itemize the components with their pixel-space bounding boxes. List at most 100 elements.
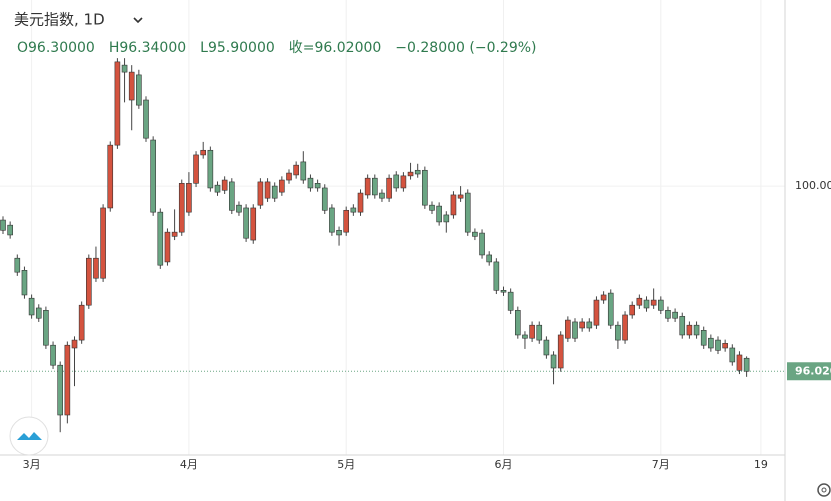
candle-body	[743, 357, 750, 372]
candle-body	[715, 339, 721, 351]
ohlc-value: 收=96.02000	[289, 40, 382, 56]
candle-body	[529, 324, 535, 339]
candle-body	[350, 207, 357, 213]
candle-body	[307, 177, 314, 189]
candle-body	[71, 339, 78, 349]
candle-body	[93, 257, 99, 279]
candle-body	[565, 319, 571, 339]
candle-body	[493, 261, 500, 291]
candle-body	[658, 299, 664, 311]
logo-circle	[9, 416, 49, 456]
candle-body	[114, 61, 121, 146]
candle-body	[157, 211, 164, 266]
candle-body	[314, 183, 321, 189]
candle-body	[522, 334, 528, 339]
candle-body	[414, 169, 421, 175]
chart-title: 美元指数, 1D	[14, 11, 105, 29]
settings-icon[interactable]	[817, 483, 831, 497]
x-tick-label: 5月	[337, 458, 355, 471]
candle-body	[729, 347, 736, 363]
candle-body	[586, 321, 593, 329]
logo-icon	[17, 432, 42, 440]
candle-body	[7, 224, 13, 236]
candle-body	[321, 187, 328, 211]
candle-body	[171, 231, 178, 237]
candle-body	[14, 257, 21, 273]
candle-body	[286, 172, 292, 181]
candle-body	[107, 144, 114, 209]
candle-body	[329, 207, 335, 233]
candle-body	[443, 214, 450, 223]
x-tick-label: 19	[754, 458, 768, 471]
candle-body	[86, 257, 92, 306]
candle-body	[479, 232, 485, 256]
grid	[0, 0, 785, 455]
candle-body	[536, 324, 543, 341]
candle-body	[78, 304, 85, 341]
ohlc-legend: O96.30000 H96.34000 L95.90000 收=96.02000 −0.…	[17, 40, 537, 56]
candle-body	[43, 310, 49, 346]
candle-body	[229, 181, 235, 211]
candle-body	[736, 354, 743, 371]
candle-body	[543, 339, 550, 356]
candle-body	[357, 192, 364, 213]
candle-body	[364, 177, 371, 196]
candle-body	[264, 181, 271, 199]
candle-body	[150, 139, 156, 213]
x-tick-label: 7月	[652, 458, 670, 471]
interval-chevron[interactable]	[133, 17, 143, 24]
candle-body	[21, 270, 28, 296]
candle-body	[708, 337, 714, 349]
candle-body	[407, 171, 414, 177]
candle-body	[693, 324, 700, 336]
candle-body	[686, 324, 693, 336]
gear-center	[821, 487, 827, 493]
candle-body	[143, 99, 149, 139]
candle-body	[343, 209, 350, 233]
candle-body	[615, 324, 621, 341]
candle-body	[629, 304, 636, 316]
x-tick-label: 6月	[495, 458, 513, 471]
candle-body	[600, 294, 607, 301]
candle-body	[64, 344, 71, 416]
candle-body	[279, 179, 285, 193]
last-price-label: 96.020	[795, 364, 831, 377]
candle-body	[28, 297, 35, 316]
candle-body	[50, 344, 56, 366]
candles	[0, 58, 750, 433]
last-price-box	[787, 362, 831, 381]
candle-body	[164, 231, 171, 263]
candle-body	[593, 299, 600, 326]
candle-body	[193, 154, 199, 184]
candle-body	[214, 184, 221, 193]
candle-body	[221, 179, 228, 191]
candle-body	[336, 229, 342, 236]
candle-body	[422, 169, 428, 206]
candle-body	[507, 291, 514, 311]
candle-body	[400, 175, 407, 189]
x-tick-label: 4月	[180, 458, 198, 471]
x-tick-label: 3月	[23, 458, 41, 471]
y-tick-label: 100.00	[795, 179, 831, 192]
candle-body	[300, 161, 307, 181]
candle-body	[379, 192, 385, 199]
candle-body	[386, 177, 392, 199]
candle-body	[0, 219, 6, 231]
ohlc-value: O96.30000	[17, 40, 95, 56]
candle-body	[128, 71, 135, 101]
candle-body	[236, 204, 242, 213]
candle-body	[486, 254, 493, 263]
candle-body	[293, 164, 299, 176]
candle-body	[643, 299, 650, 309]
candle-body	[650, 299, 657, 306]
candle-body	[393, 174, 400, 189]
candle-body	[243, 207, 249, 239]
ohlc-value: −0.28000 (−0.29%)	[395, 40, 536, 56]
logo-button[interactable]	[9, 416, 49, 456]
candle-body	[550, 354, 557, 369]
axes: 100.00 3月 4月 5月 6月 7月 19 96.020	[23, 179, 831, 471]
candle-body	[186, 183, 192, 213]
gear	[817, 483, 831, 497]
